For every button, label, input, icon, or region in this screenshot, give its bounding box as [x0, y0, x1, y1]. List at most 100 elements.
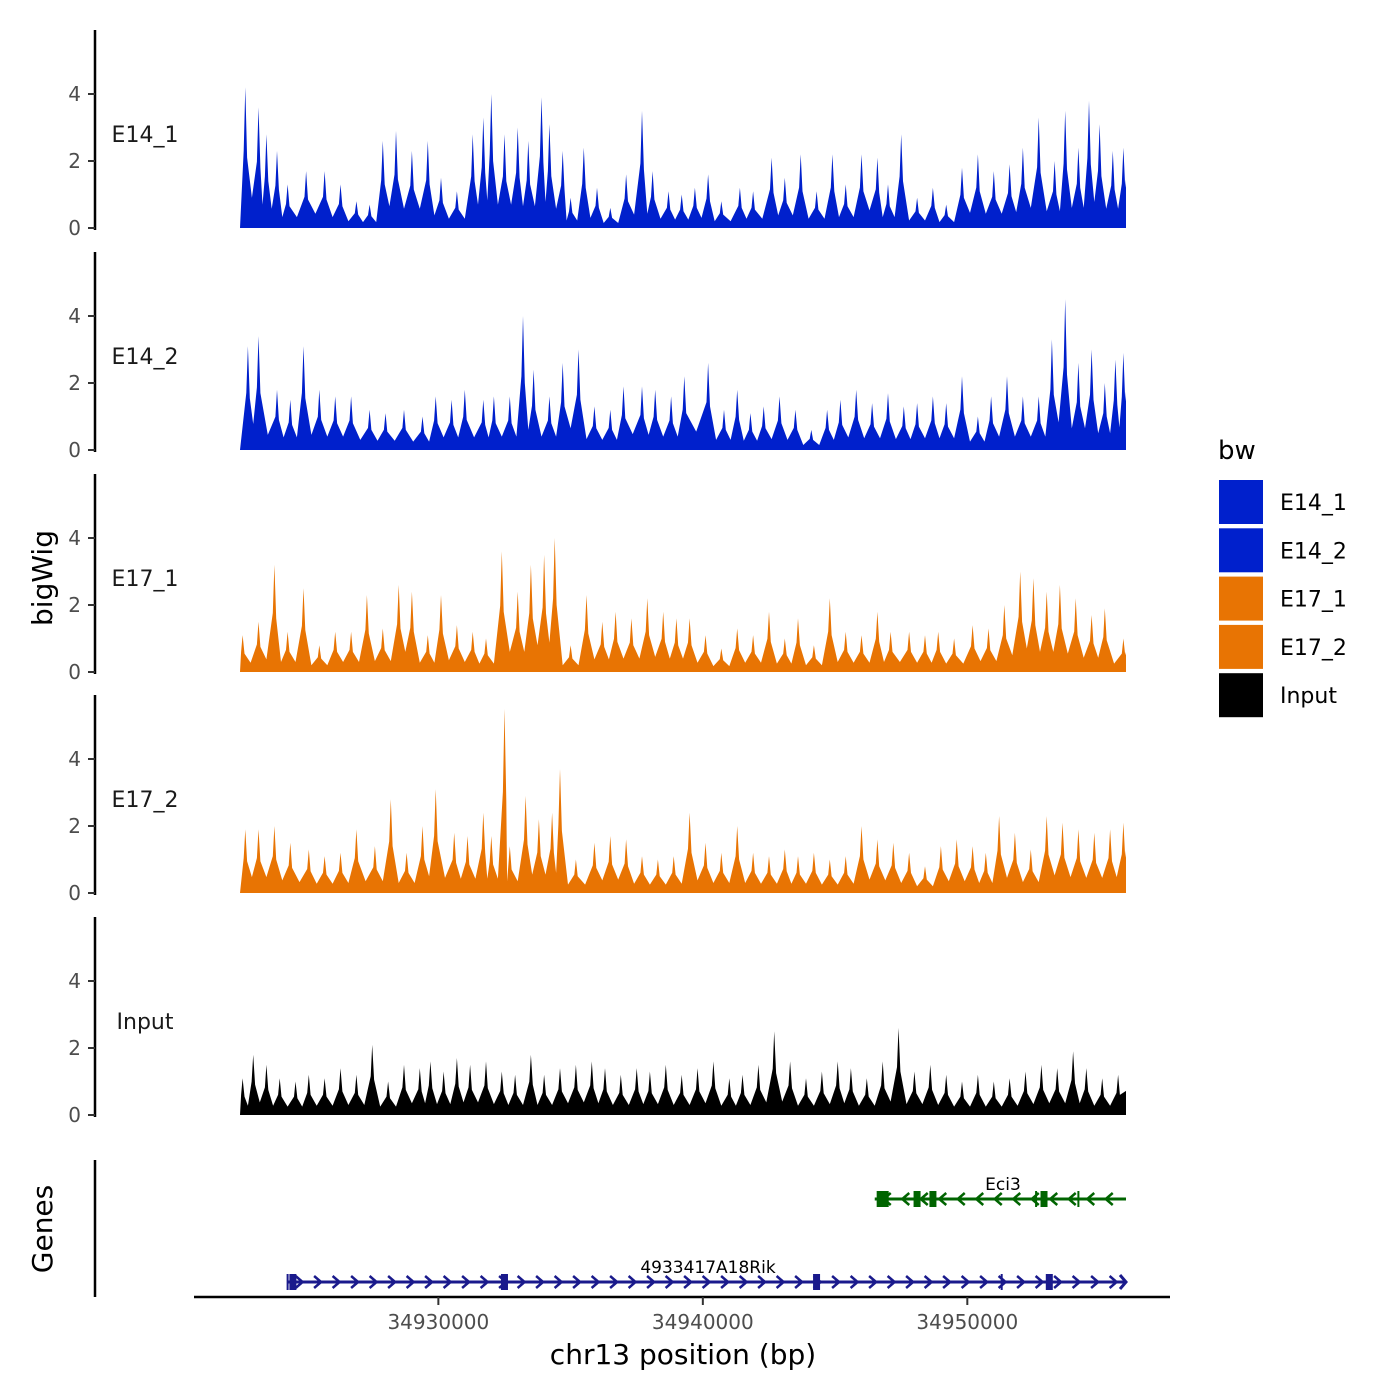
coverage-area-e17-2 — [240, 708, 1126, 893]
strand-arrow — [900, 1192, 911, 1206]
strand-arrow — [1103, 1192, 1114, 1206]
strand-arrow — [974, 1192, 985, 1206]
legend-item-e17-2: E17_2 — [1219, 624, 1347, 669]
strand-arrow — [1011, 1192, 1022, 1206]
strand-arrow — [979, 1275, 990, 1289]
strand-arrow — [590, 1275, 601, 1289]
x-tick-label: 34930000 — [387, 1310, 489, 1334]
strand-arrow — [553, 1275, 564, 1289]
y-tick-label: 2 — [68, 593, 81, 617]
strand-arrow — [424, 1275, 435, 1289]
strand-arrow — [442, 1275, 453, 1289]
track-label: E14_1 — [112, 123, 179, 148]
track-e17-2: 0 2 4 E17_2 — [68, 695, 1126, 905]
track-label: E14_2 — [112, 345, 179, 370]
exon — [500, 1274, 508, 1290]
gene-eci3: Eci3 — [874, 1175, 1126, 1207]
y-tick-label: 4 — [68, 304, 81, 328]
legend-label: Input — [1280, 684, 1337, 709]
strand-arrow — [886, 1275, 897, 1289]
strand-arrow — [683, 1275, 694, 1289]
coverage-area-e14-2 — [240, 299, 1126, 450]
strand-arrow — [1048, 1192, 1059, 1206]
y-tick-label: 2 — [68, 814, 81, 838]
exon — [289, 1274, 297, 1290]
legend-swatch — [1219, 673, 1263, 718]
coverage-area-e17-1 — [240, 538, 1126, 672]
y-tick-label: 2 — [68, 371, 81, 395]
x-tick-label: 34940000 — [652, 1310, 754, 1334]
strand-arrow — [609, 1275, 620, 1289]
track-label: Input — [117, 1010, 174, 1035]
legend-swatch — [1219, 576, 1263, 621]
gene-end-arrow — [1118, 1274, 1128, 1290]
coverage-tracks: 0 2 4 E14_1 0 2 4 E14_2 0 2 4 E17_1 0 2 4 E17_2 0 2 4 Input — [68, 30, 1126, 1127]
y-tick-label: 0 — [68, 438, 81, 462]
legend: bw E14_1 E14_2 E17_1 E17_2 Input — [1218, 436, 1347, 718]
y-tick-label: 2 — [68, 1036, 81, 1060]
strand-arrow — [831, 1275, 842, 1289]
strand-arrow — [923, 1275, 934, 1289]
strand-arrow — [905, 1275, 916, 1289]
strand-arrow — [849, 1275, 860, 1289]
exon — [1045, 1274, 1053, 1290]
y-axis-title: bigWig — [26, 530, 59, 626]
legend-item-e14-1: E14_1 — [1219, 480, 1347, 524]
y-tick-label: 0 — [68, 660, 81, 684]
y-tick-label: 4 — [68, 747, 81, 771]
strand-arrow — [1108, 1275, 1119, 1289]
x-tick-label: 34950000 — [916, 1310, 1018, 1334]
strand-arrow — [1066, 1192, 1077, 1206]
y-tick-label: 0 — [68, 1103, 81, 1127]
legend-label: E17_1 — [1280, 588, 1347, 613]
y-tick-label: 4 — [68, 526, 81, 550]
strand-arrow — [960, 1275, 971, 1289]
strand-arrow — [937, 1192, 948, 1206]
legend-label: E17_2 — [1280, 636, 1347, 661]
legend-item-e17-1: E17_1 — [1219, 576, 1347, 621]
legend-item-input: Input — [1219, 673, 1337, 718]
strand-arrow — [720, 1275, 731, 1289]
strand-arrow — [627, 1275, 638, 1289]
strand-arrow — [368, 1275, 379, 1289]
legend-label: E14_2 — [1280, 539, 1347, 564]
strand-arrow — [1090, 1275, 1101, 1289]
strand-arrow — [572, 1275, 583, 1289]
coverage-area-input — [240, 1027, 1126, 1115]
strand-arrow — [955, 1192, 966, 1206]
track-e17-1: 0 2 4 E17_1 — [68, 474, 1126, 684]
coverage-area-e14-1 — [240, 87, 1126, 228]
track-e14-1: 0 2 4 E14_1 — [68, 30, 1126, 240]
exon — [876, 1191, 889, 1207]
track-e14-2: 0 2 4 E14_2 — [68, 252, 1126, 462]
y-tick-label: 4 — [68, 82, 81, 106]
strand-arrow — [350, 1275, 361, 1289]
strand-arrow — [516, 1275, 527, 1289]
strand-arrow — [1085, 1192, 1096, 1206]
strand-arrow — [701, 1275, 712, 1289]
y-tick-label: 0 — [68, 216, 81, 240]
gene-label: Eci3 — [985, 1175, 1021, 1195]
exon — [929, 1191, 937, 1207]
strand-arrow — [1034, 1275, 1045, 1289]
gene-label: 4933417A18Rik — [640, 1258, 776, 1278]
y-tick-label: 4 — [68, 969, 81, 993]
legend-title: bw — [1218, 436, 1256, 466]
strand-arrow — [775, 1275, 786, 1289]
strand-arrow — [942, 1275, 953, 1289]
legend-swatch — [1219, 624, 1263, 669]
gene-4933417a18rik: 4933417A18Rik — [286, 1258, 1128, 1290]
exon — [813, 1274, 821, 1290]
genes-axis-title: Genes — [26, 1185, 59, 1273]
x-axis: 34930000 34940000 34950000 — [194, 1295, 1170, 1334]
strand-arrow — [294, 1275, 305, 1289]
track-input: 0 2 4 Input — [68, 917, 1126, 1127]
strand-arrow — [313, 1275, 324, 1289]
legend-label: E14_1 — [1280, 491, 1347, 516]
y-tick-label: 2 — [68, 149, 81, 173]
strand-arrow — [1016, 1275, 1027, 1289]
track-label: E17_1 — [112, 567, 179, 592]
strand-arrow — [738, 1275, 749, 1289]
strand-arrow — [992, 1192, 1003, 1206]
